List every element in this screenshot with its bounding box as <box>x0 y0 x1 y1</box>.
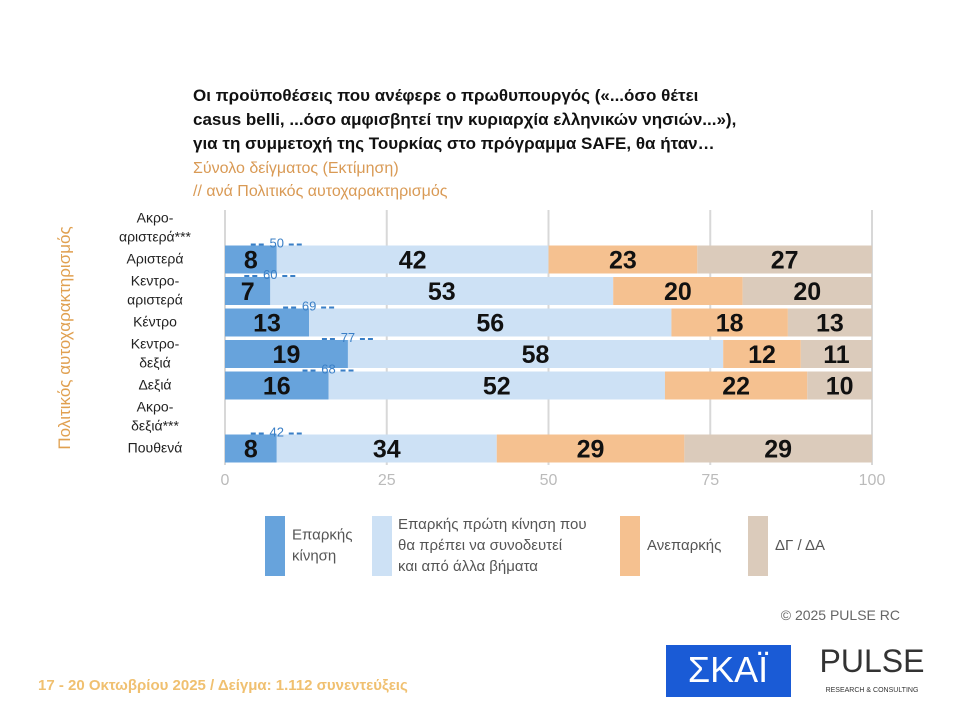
total-label: 60 <box>263 267 277 282</box>
logo-sub: RESEARCH & CONSULTING <box>826 687 919 694</box>
value-label: 13 <box>253 309 281 337</box>
value-label: 58 <box>522 341 550 369</box>
logo: ΣΚΑΪ <box>688 649 768 690</box>
category-label: Δεξιά <box>138 376 171 392</box>
legend-label: ΔΓ / ΔΑ <box>775 537 825 554</box>
legend-swatch <box>372 516 392 576</box>
bar-segment <box>723 340 801 368</box>
bar-segment <box>347 340 724 368</box>
total-label: 68 <box>321 362 335 377</box>
value-label: 53 <box>428 278 456 306</box>
value-label: 23 <box>609 246 637 274</box>
legend-swatch <box>748 516 768 576</box>
bar-segment <box>664 371 808 400</box>
category-label: Πουθενά <box>128 439 183 455</box>
bar-segment <box>684 434 872 463</box>
value-label: 8 <box>244 246 258 274</box>
bar-segment <box>742 277 872 305</box>
legend-label: Επαρκής κίνηση <box>292 526 352 564</box>
x-tick-label: 75 <box>701 472 719 489</box>
bar-segment <box>309 308 672 337</box>
value-label: 12 <box>748 341 776 369</box>
bar-segment <box>225 371 329 400</box>
legend-label: Ανεπαρκής <box>647 537 721 554</box>
value-label: 19 <box>273 341 301 369</box>
bar-segment <box>225 340 348 368</box>
value-label: 52 <box>483 372 511 400</box>
x-tick-label: 25 <box>378 472 396 489</box>
bar-segment <box>225 245 277 274</box>
bar-segment <box>671 308 788 337</box>
logo-box <box>666 645 791 697</box>
bar-segment <box>697 245 872 274</box>
x-tick-label: 0 <box>221 472 230 489</box>
value-label: 34 <box>373 435 401 463</box>
footer-date: 17 - 20 Οκτωβρίου 2025 / Δείγμα: 1.112 σ… <box>38 677 408 694</box>
bar-segment <box>787 308 872 337</box>
bar-segment <box>496 434 685 463</box>
chart-title: Οι προϋποθέσεις που ανέφερε ο πρωθυπουργ… <box>193 86 736 153</box>
value-label: 29 <box>764 435 792 463</box>
value-label: 29 <box>577 435 605 463</box>
value-label: 7 <box>241 278 255 306</box>
value-label: 13 <box>816 309 844 337</box>
logo: PULSE <box>820 643 925 679</box>
bar-segment <box>276 245 549 274</box>
category-label: Ακρο-αριστερά*** <box>119 209 192 244</box>
subtitle: Σύνολο δείγματος (Εκτίμηση) <box>193 160 399 177</box>
bar-segment <box>270 277 614 305</box>
category-label: Ακρο-δεξιά*** <box>131 398 179 433</box>
bar-segment <box>800 340 872 368</box>
bar-segment <box>225 434 277 463</box>
total-label: 77 <box>341 330 355 345</box>
bar-segment <box>807 371 872 400</box>
legend-swatch <box>265 516 285 576</box>
bar-segment <box>225 277 271 305</box>
value-label: 22 <box>722 372 750 400</box>
total-label: 42 <box>270 425 284 440</box>
copyright: © 2025 PULSE RC <box>781 607 900 623</box>
value-label: 8 <box>244 435 258 463</box>
bar-segment <box>548 245 698 274</box>
legend-swatch <box>620 516 640 576</box>
category-label: Κεντρο-δεξιά <box>131 335 180 370</box>
bar-segment <box>225 308 310 337</box>
bar-segment <box>613 277 743 305</box>
value-label: 18 <box>716 309 744 337</box>
bar-segment <box>276 434 497 463</box>
bar-segment <box>328 371 665 400</box>
value-label: 10 <box>826 372 854 400</box>
value-label: 56 <box>476 309 504 337</box>
value-label: 42 <box>399 246 427 274</box>
total-label: 50 <box>270 236 284 251</box>
value-label: 27 <box>771 246 799 274</box>
value-label: 20 <box>664 278 692 306</box>
x-tick-label: 50 <box>540 472 558 489</box>
category-label: Κέντρο <box>133 313 177 329</box>
total-label: 69 <box>302 299 316 314</box>
category-label: Κεντρο-αριστερά <box>127 272 183 307</box>
value-label: 16 <box>263 372 291 400</box>
value-label: 11 <box>823 341 850 369</box>
y-axis-label: Πολιτικός αυτοχαρακτηρισμός <box>55 226 74 449</box>
legend-label: Επαρκής πρώτη κίνηση που θα πρέπει να συν… <box>398 516 587 575</box>
x-tick-label: 100 <box>859 472 886 489</box>
value-label: 20 <box>793 278 821 306</box>
category-label: Αριστερά <box>127 250 184 266</box>
subtitle: // ανά Πολιτικός αυτοχαρακτηρισμός <box>193 183 448 200</box>
